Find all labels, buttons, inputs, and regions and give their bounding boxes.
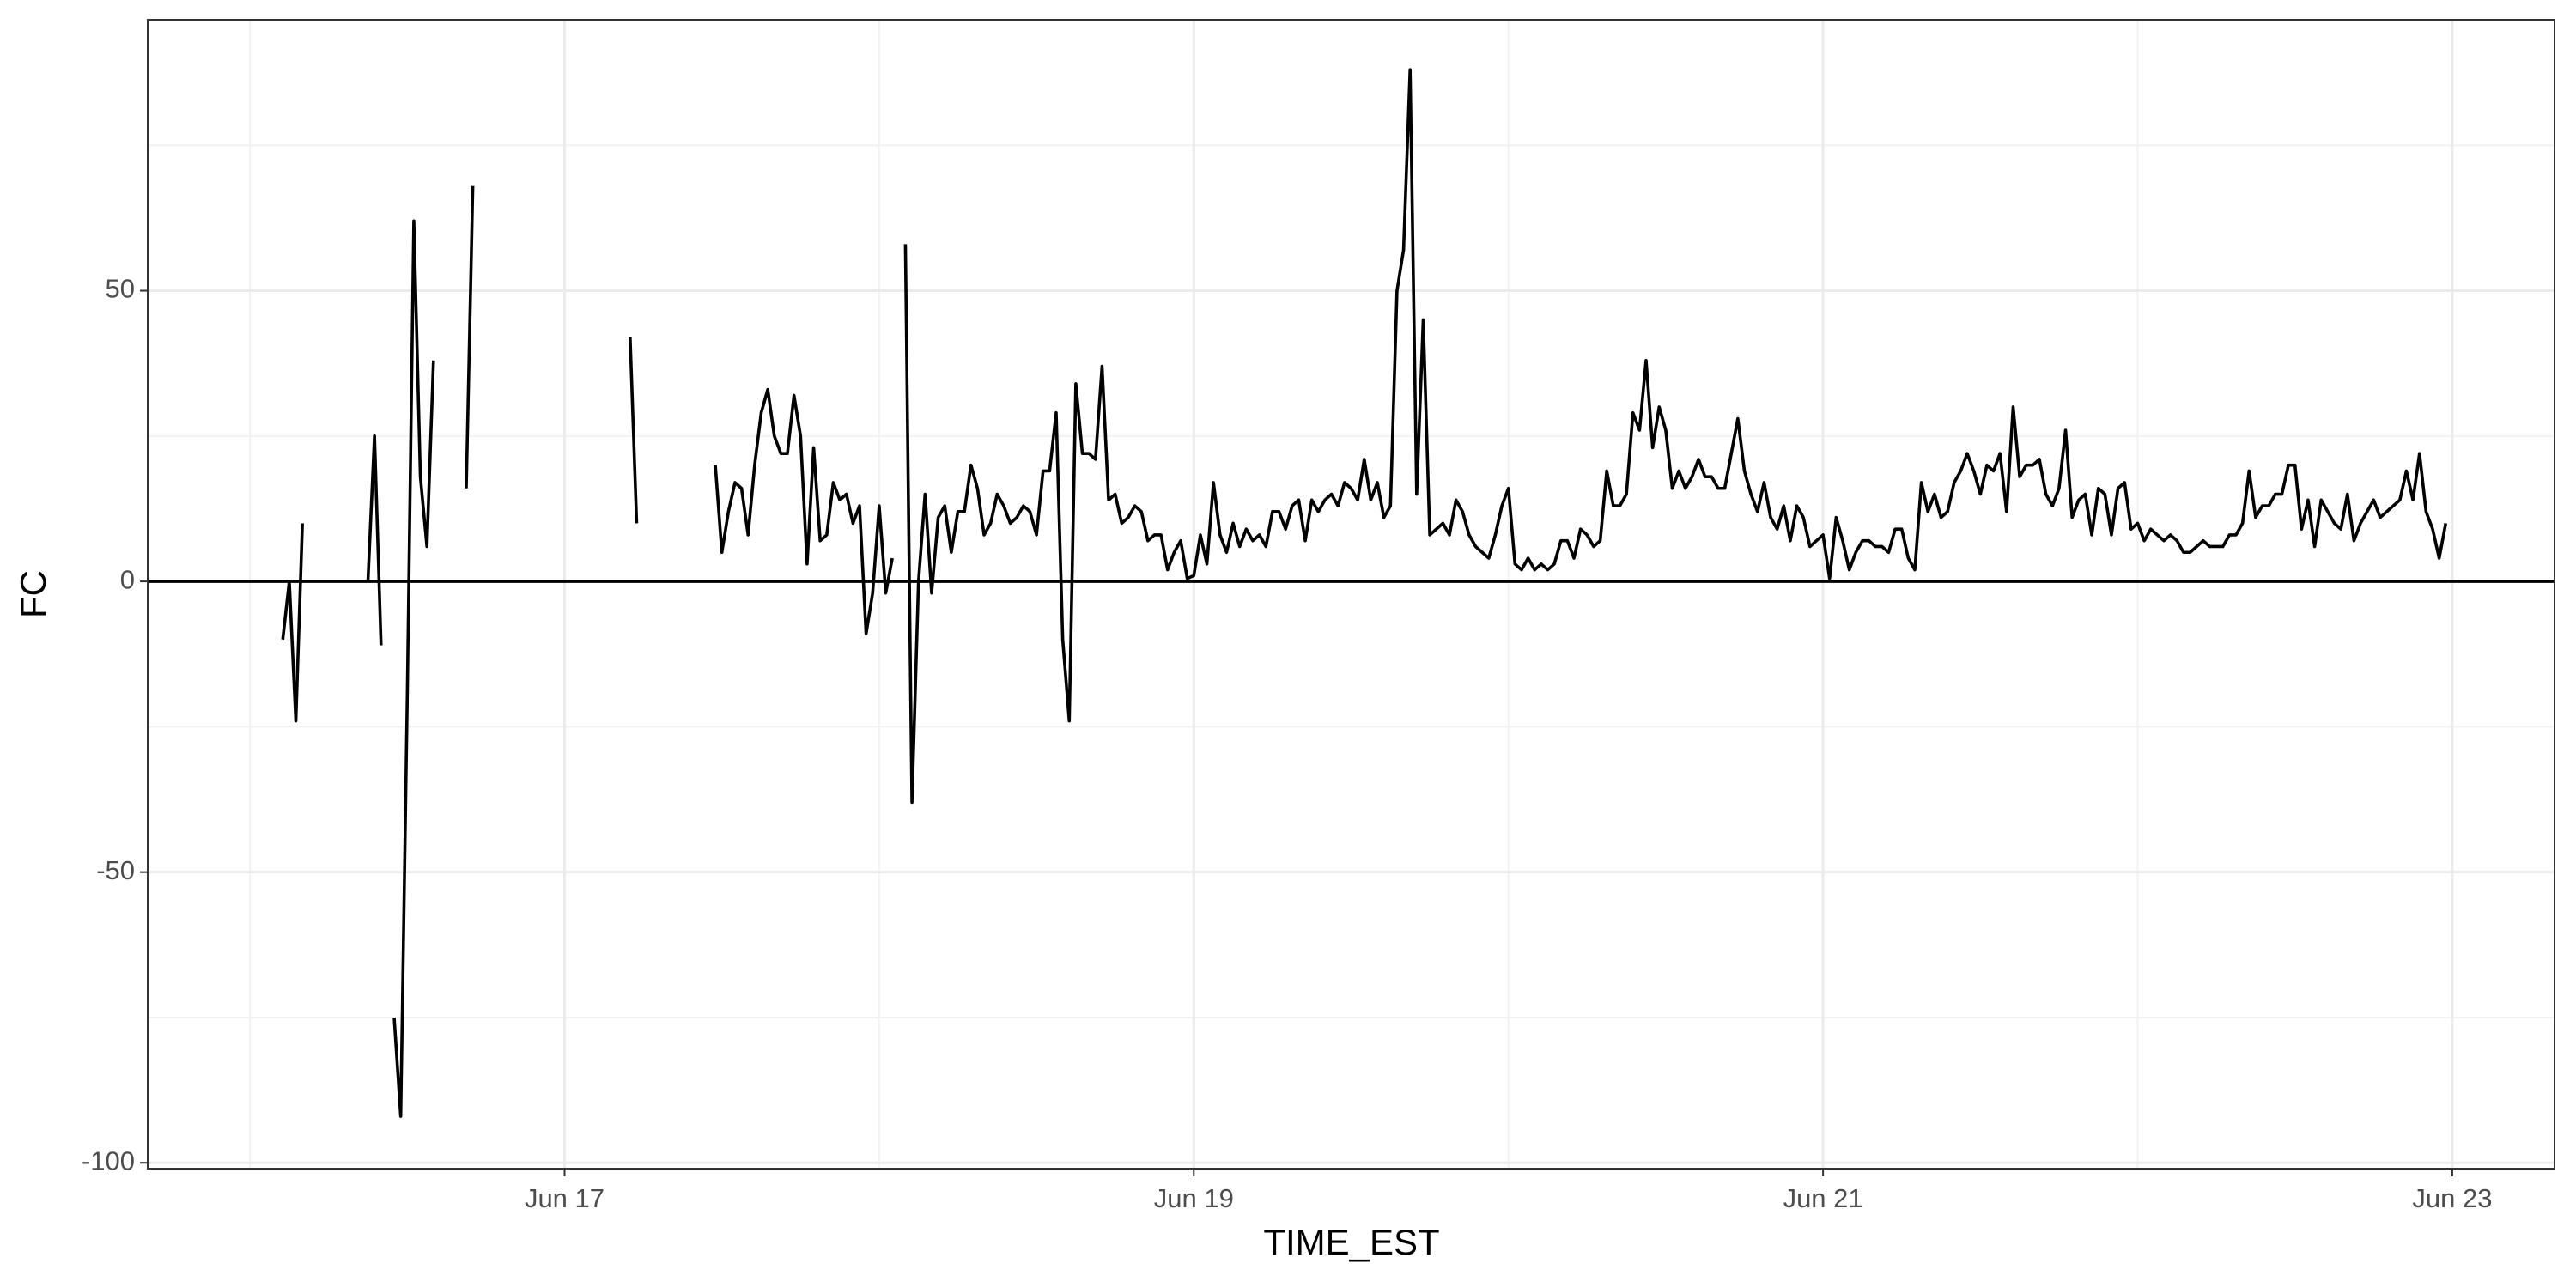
y-tick-label: 0 [120,564,135,594]
x-tick-label: Jun 23 [2412,1183,2492,1213]
data-line [281,68,2448,1118]
x-tick-label: Jun 19 [1154,1183,1234,1213]
y-tick-label: 50 [106,274,135,304]
y-tick-label: -100 [82,1145,135,1176]
x-tick-label: Jun 21 [1783,1183,1863,1213]
y-tick-label: -50 [96,855,135,885]
panel-border [147,19,2555,1170]
x-tick-label: Jun 17 [525,1183,605,1213]
y-axis-title: FC [13,570,53,618]
x-axis-title: TIME_EST [1263,1222,1439,1262]
